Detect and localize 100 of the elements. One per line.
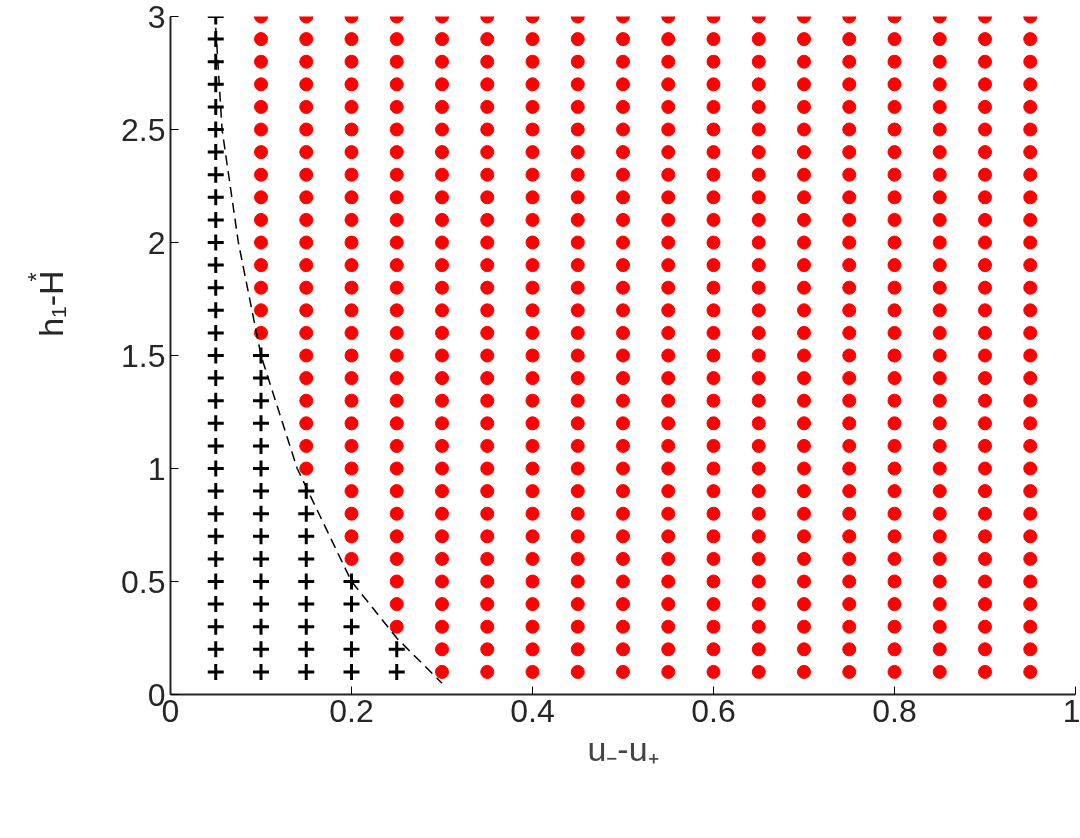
point [751, 77, 766, 92]
point [480, 484, 495, 499]
point [206, 391, 226, 411]
point [389, 303, 404, 318]
point [570, 619, 585, 634]
point [978, 484, 992, 499]
point [254, 325, 268, 340]
point [480, 438, 495, 453]
point [251, 549, 271, 569]
point [525, 280, 540, 295]
point [661, 529, 676, 544]
point [887, 597, 902, 612]
point [480, 303, 495, 318]
point [435, 551, 449, 566]
point [206, 278, 226, 298]
point [887, 393, 902, 408]
point [797, 167, 811, 182]
point [525, 461, 540, 476]
point [344, 303, 359, 318]
point [616, 393, 630, 408]
point [570, 484, 585, 499]
point [978, 235, 992, 250]
point [480, 371, 495, 386]
point [978, 167, 992, 182]
point [251, 481, 271, 501]
point [251, 594, 271, 614]
point [206, 97, 226, 117]
point [254, 212, 268, 227]
point [978, 597, 992, 612]
point [296, 639, 316, 659]
point [525, 438, 540, 453]
point [887, 664, 902, 679]
point [570, 54, 585, 69]
point [435, 212, 449, 227]
point [480, 416, 495, 431]
point [706, 664, 721, 679]
point [570, 348, 585, 363]
point [616, 54, 630, 69]
point [978, 461, 992, 476]
point [978, 506, 992, 521]
point [978, 642, 992, 657]
point [344, 77, 359, 92]
point [299, 461, 314, 476]
point [206, 120, 226, 139]
point [797, 529, 811, 544]
point [344, 461, 359, 476]
point [751, 190, 766, 205]
point [389, 325, 404, 340]
point [525, 99, 540, 114]
point [389, 393, 404, 408]
point [480, 280, 495, 295]
point [344, 371, 359, 386]
point [978, 416, 992, 431]
point [751, 235, 766, 250]
point [570, 122, 585, 137]
point [570, 145, 585, 160]
point [706, 303, 721, 318]
point [797, 416, 811, 431]
point [342, 572, 361, 591]
point [344, 325, 359, 340]
point [751, 664, 766, 679]
point [932, 461, 947, 476]
point [1023, 574, 1038, 589]
point [525, 393, 540, 408]
point [706, 145, 721, 160]
point [616, 325, 630, 340]
point [932, 145, 947, 160]
point [706, 438, 721, 453]
point [661, 325, 676, 340]
point [299, 145, 314, 160]
point [797, 212, 811, 227]
point [842, 597, 857, 612]
point [435, 280, 449, 295]
point [344, 99, 359, 114]
point [254, 32, 268, 47]
point [887, 348, 902, 363]
point [435, 54, 449, 69]
point [251, 459, 271, 478]
point [525, 642, 540, 657]
point [344, 145, 359, 160]
point [480, 529, 495, 544]
point [480, 642, 495, 657]
point [887, 167, 902, 182]
point [661, 393, 676, 408]
point [616, 235, 630, 250]
x-tick-label: 1 [1062, 692, 1080, 729]
point [299, 212, 314, 227]
point [525, 167, 540, 182]
point [344, 190, 359, 205]
point [751, 393, 766, 408]
point [887, 574, 902, 589]
point [661, 190, 676, 205]
point [206, 459, 226, 478]
point [435, 99, 449, 114]
point [661, 438, 676, 453]
point [570, 258, 585, 273]
point [751, 371, 766, 386]
point [978, 551, 992, 566]
point [480, 393, 495, 408]
point [299, 325, 314, 340]
